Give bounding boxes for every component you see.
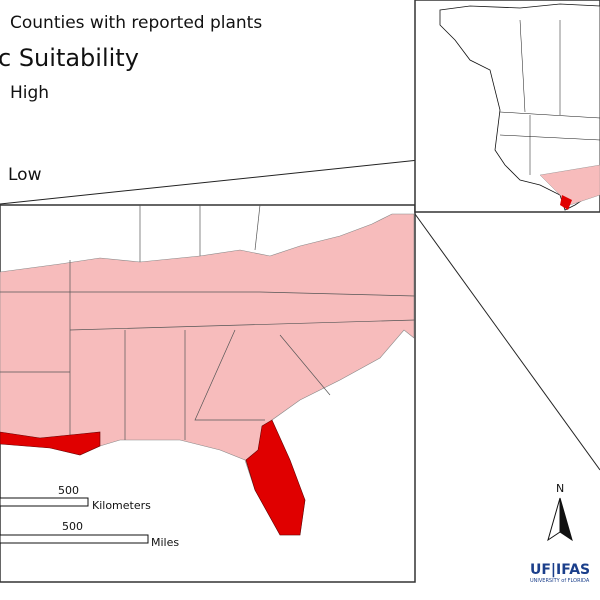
state-boundaries <box>0 204 416 440</box>
north-arrow: N <box>547 482 573 542</box>
inset-boundaries <box>499 19 600 175</box>
logo-sub: UNIVERSITY of FLORIDA <box>530 578 590 584</box>
inset-map <box>414 0 600 213</box>
mi-unit: Miles <box>151 536 179 549</box>
km-bar <box>0 497 89 507</box>
main-map <box>0 204 416 583</box>
km-unit: Kilometers <box>92 499 151 512</box>
arrow-half <box>559 497 573 542</box>
logo-name: UF|IFAS <box>530 562 590 578</box>
mi-bar <box>0 534 149 544</box>
suitability-low-area <box>0 213 415 536</box>
scale-bar: 500 Kilometers 500 Miles <box>0 484 179 549</box>
legend-high: High <box>10 83 49 103</box>
inset-suitable-area <box>539 164 600 206</box>
north-label: N <box>556 482 564 495</box>
inset-reported-area <box>560 195 572 210</box>
legend-title: c Suitability <box>0 44 139 72</box>
connector-line <box>414 213 600 471</box>
connector-line <box>0 151 496 205</box>
reported-area-gulf <box>0 431 101 456</box>
legend-low: Low <box>8 165 42 185</box>
km-value: 500 <box>58 484 79 497</box>
reported-area-florida <box>245 419 306 536</box>
mi-value: 500 <box>62 520 83 533</box>
legend-reported: Counties with reported plants <box>10 13 262 33</box>
